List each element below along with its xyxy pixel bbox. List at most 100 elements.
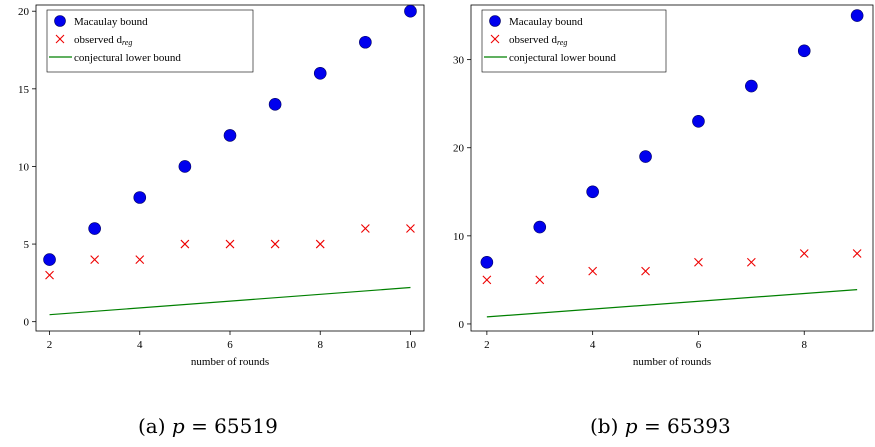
cross-stroke xyxy=(360,224,370,233)
legend-label: conjectural lower bound xyxy=(74,52,181,64)
point-observed-dreg xyxy=(852,249,862,258)
cross-stroke xyxy=(490,34,500,44)
y-tick-label: 0 xyxy=(24,317,30,329)
point-macaulay-bound xyxy=(480,255,494,269)
legend-marker-observed-dreg xyxy=(490,34,500,44)
caption-b-value: = 65393 xyxy=(643,414,731,438)
legend-box xyxy=(481,9,667,73)
legend-marker-macaulay-bound xyxy=(489,15,501,27)
point-macaulay-bound xyxy=(223,129,237,142)
cross-stroke xyxy=(535,275,545,285)
figure-a: 2 4 6 8 10 0 5 10 15 20 number of rounds Macaulay b… xyxy=(18,4,425,438)
x-tick-label: 4 xyxy=(137,339,143,351)
point-observed-dreg xyxy=(315,239,325,249)
cross-stroke xyxy=(406,224,415,233)
point-observed-dreg xyxy=(694,257,703,267)
legend-label-subscript: reg xyxy=(122,38,132,47)
point-observed-dreg xyxy=(45,270,54,280)
point-macaulay-bound xyxy=(797,44,811,58)
caption-a-value: = 65519 xyxy=(191,414,278,438)
legend-box xyxy=(46,9,254,73)
y-tick-label: 5 xyxy=(24,239,30,251)
point-observed-dreg xyxy=(588,266,598,276)
point-macaulay-bound xyxy=(639,150,652,163)
point-observed-dreg xyxy=(746,257,756,267)
point-observed-dreg xyxy=(641,266,650,276)
series-line-conjectural-lower-bound xyxy=(486,288,858,318)
x-tick-label: 6 xyxy=(696,339,702,351)
point-observed-dreg xyxy=(406,224,415,233)
legend: Macaulay bound observed dreg conjectural l… xyxy=(481,9,667,73)
chart-a: 2 4 6 8 10 0 5 10 15 20 number of rounds Macaulay b… xyxy=(18,4,425,368)
x-tick-label: 8 xyxy=(317,339,323,351)
legend-label: observed dreg xyxy=(74,34,132,47)
cross-stroke xyxy=(55,34,65,44)
point-observed-dreg xyxy=(135,255,145,264)
point-macaulay-bound xyxy=(43,253,56,266)
x-tick-label: 2 xyxy=(47,339,53,351)
point-macaulay-bound xyxy=(692,115,705,128)
caption-b-var: p xyxy=(624,414,638,438)
point-observed-dreg xyxy=(535,275,545,285)
cross-stroke xyxy=(135,255,145,264)
cross-stroke xyxy=(90,255,100,264)
cross-stroke xyxy=(225,239,235,249)
point-observed-dreg xyxy=(799,249,809,258)
y-tick-label: 20 xyxy=(453,143,465,155)
cross-stroke xyxy=(746,257,756,267)
cross-stroke xyxy=(694,257,703,267)
x-tick-label: 10 xyxy=(405,339,417,351)
x-tick-label: 8 xyxy=(801,339,807,351)
legend-marker-macaulay-bound xyxy=(54,15,66,27)
legend-label: Macaulay bound xyxy=(509,16,583,28)
cross-stroke xyxy=(270,239,280,249)
caption-a-prefix: (a) xyxy=(138,414,172,438)
point-observed-dreg xyxy=(270,239,280,249)
caption-b: (b) p = 65393 xyxy=(590,414,731,438)
point-macaulay-bound xyxy=(268,98,282,111)
y-tick-label: 30 xyxy=(453,55,465,67)
point-macaulay-bound xyxy=(178,160,192,173)
cross-stroke xyxy=(588,266,598,276)
cross-stroke xyxy=(799,249,809,258)
legend: Macaulay bound observed dreg conjectural l… xyxy=(46,9,254,73)
cross-stroke xyxy=(45,270,54,280)
legend-label-subscript: reg xyxy=(557,38,567,47)
point-observed-dreg xyxy=(482,275,492,285)
cross-stroke xyxy=(482,275,492,285)
point-macaulay-bound xyxy=(404,4,417,18)
point-observed-dreg xyxy=(360,224,370,233)
x-axis-label: number of rounds xyxy=(633,356,711,368)
caption-a: (a) p = 65519 xyxy=(138,414,278,438)
x-axis-label: number of rounds xyxy=(191,356,269,368)
legend-label: conjectural lower bound xyxy=(509,52,616,64)
cross-stroke xyxy=(641,266,650,276)
y-tick-label: 15 xyxy=(18,84,30,96)
caption-b-prefix: (b) xyxy=(590,414,625,438)
caption-a-var: p xyxy=(171,414,185,438)
cross-stroke xyxy=(180,239,190,249)
legend-label: observed dreg xyxy=(509,34,567,47)
point-macaulay-bound xyxy=(88,222,101,235)
cross-stroke xyxy=(315,239,325,249)
y-tick-label: 20 xyxy=(18,6,30,18)
point-observed-dreg xyxy=(90,255,100,264)
series-line-conjectural-lower-bound xyxy=(49,286,411,316)
point-macaulay-bound xyxy=(313,67,327,80)
cross-stroke xyxy=(852,249,862,258)
point-macaulay-bound xyxy=(586,185,599,199)
point-macaulay-bound xyxy=(745,79,758,93)
legend-label: Macaulay bound xyxy=(74,16,148,28)
point-macaulay-bound xyxy=(533,220,547,234)
point-macaulay-bound xyxy=(359,35,372,49)
figure-b: 2 4 6 8 0 10 20 30 number of rounds Macaulay boun… xyxy=(440,0,875,447)
y-tick-label: 10 xyxy=(453,231,465,243)
point-observed-dreg xyxy=(180,239,190,249)
point-observed-dreg xyxy=(225,239,235,249)
plot-frame xyxy=(470,4,874,332)
chart-b: 2 4 6 8 0 10 20 30 number of rounds Macaulay boun… xyxy=(453,4,874,368)
point-macaulay-bound xyxy=(133,191,147,204)
x-tick-label: 4 xyxy=(590,339,596,351)
legend-marker-observed-dreg xyxy=(55,34,65,44)
y-tick-label: 10 xyxy=(18,161,30,173)
